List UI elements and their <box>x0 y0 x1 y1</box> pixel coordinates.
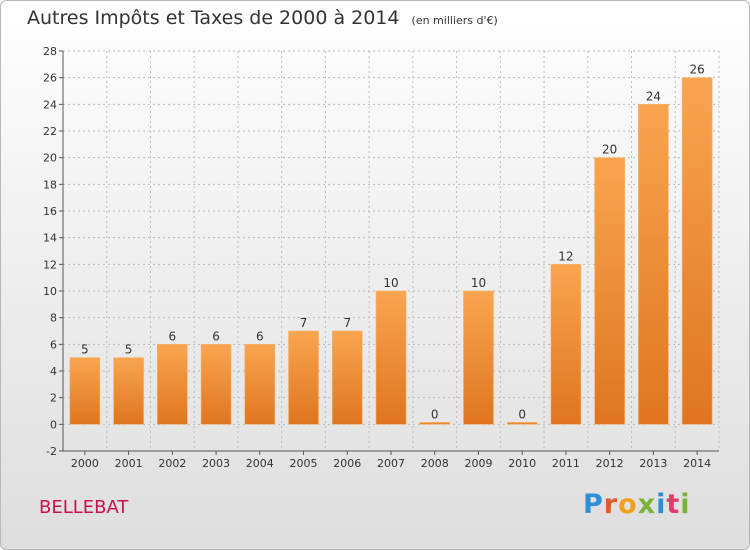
bar-2006 <box>331 330 363 425</box>
y-tick-label: 4 <box>50 365 57 378</box>
x-tick-label-2006: 2006 <box>333 457 361 470</box>
y-tick-label: 26 <box>43 72 57 85</box>
data-label-2003: 6 <box>212 329 220 343</box>
y-tick-label: -2 <box>46 445 57 458</box>
logo-letter: i <box>680 489 691 520</box>
y-tick-label: 24 <box>43 98 57 111</box>
logo-letter: r <box>603 489 619 520</box>
x-tick-label-2004: 2004 <box>246 457 274 470</box>
y-tick-label: 28 <box>43 45 57 58</box>
bar-2012 <box>594 157 625 425</box>
data-label-2009: 10 <box>471 276 486 290</box>
y-tick-label: 18 <box>43 178 57 191</box>
bar-2013 <box>638 104 669 425</box>
data-label-2004: 6 <box>256 329 264 343</box>
bar-2009 <box>463 290 494 425</box>
x-tick-label-2000: 2000 <box>71 457 99 470</box>
bar-2002 <box>157 344 188 425</box>
bar-2003 <box>200 344 232 425</box>
x-tick-label-2011: 2011 <box>552 457 580 470</box>
data-label-2012: 20 <box>602 143 617 157</box>
data-label-2007: 10 <box>383 276 398 290</box>
x-tick-label-2003: 2003 <box>202 457 230 470</box>
logo-letter: t <box>666 489 681 520</box>
data-label-2013: 24 <box>646 89 661 103</box>
y-tick-label: 0 <box>50 418 57 431</box>
y-tick-label: 22 <box>43 125 57 138</box>
data-label-2002: 6 <box>169 329 177 343</box>
logo-letter: P <box>583 489 604 520</box>
logo-letter: o <box>618 489 638 520</box>
commune-name: BELLEBAT <box>39 497 129 518</box>
y-tick-label: 12 <box>43 258 57 271</box>
proxiti-logo: Proxiti <box>583 489 691 520</box>
chart-title-main: Autres Impôts et Taxes de 2000 à 2014 <box>27 7 400 29</box>
x-tick-label-2001: 2001 <box>115 457 143 470</box>
data-label-2011: 12 <box>558 249 573 263</box>
y-tick-label: 14 <box>43 232 57 245</box>
bar-2007 <box>375 290 407 425</box>
bar-2010 <box>506 422 538 425</box>
x-tick-label-2010: 2010 <box>508 457 536 470</box>
y-tick-label: 8 <box>50 312 57 325</box>
x-axis: 2000 2001 2002 2003 2004 2005 2006 2007 2008 2009… <box>63 450 719 470</box>
bar-2014 <box>681 77 713 425</box>
x-tick-label-2002: 2002 <box>158 457 186 470</box>
y-tick-label: 16 <box>43 205 57 218</box>
y-tick-label: 20 <box>43 152 57 165</box>
y-tick-label: 6 <box>50 338 57 351</box>
x-tick-label-2012: 2012 <box>596 457 624 470</box>
bar-2000 <box>69 357 101 425</box>
bar-2011 <box>550 264 582 425</box>
x-tick-label-2008: 2008 <box>421 457 449 470</box>
x-tick-label-2007: 2007 <box>377 457 405 470</box>
logo-letter: x <box>637 489 657 520</box>
data-label-2001: 5 <box>125 343 133 357</box>
data-label-2010: 0 <box>518 407 526 421</box>
bar-2008 <box>419 422 451 425</box>
chart-title-unit: (en milliers d'€) <box>411 14 498 27</box>
data-label-2014: 26 <box>689 63 704 77</box>
bar-2004 <box>244 344 276 425</box>
data-label-2008: 0 <box>431 407 439 421</box>
y-tick-label: 2 <box>50 392 57 405</box>
y-tick-label: 10 <box>43 285 57 298</box>
bar-2001 <box>113 357 144 425</box>
x-tick-label-2013: 2013 <box>639 457 667 470</box>
bars <box>69 77 713 425</box>
x-tick-label-2014: 2014 <box>683 457 711 470</box>
data-label-2000: 5 <box>81 343 89 357</box>
logo-letter: i <box>656 489 667 520</box>
x-tick-label-2009: 2009 <box>464 457 492 470</box>
chart-title: Autres Impôts et Taxes de 2000 à 2014 (e… <box>27 7 498 29</box>
data-labels: 5 5 6 6 6 7 7 10 0 10 0 12 20 24 26 <box>81 63 705 422</box>
data-label-2006: 7 <box>343 316 351 330</box>
data-label-2005: 7 <box>300 316 308 330</box>
bar-2005 <box>288 330 319 425</box>
x-tick-label-2005: 2005 <box>290 457 318 470</box>
